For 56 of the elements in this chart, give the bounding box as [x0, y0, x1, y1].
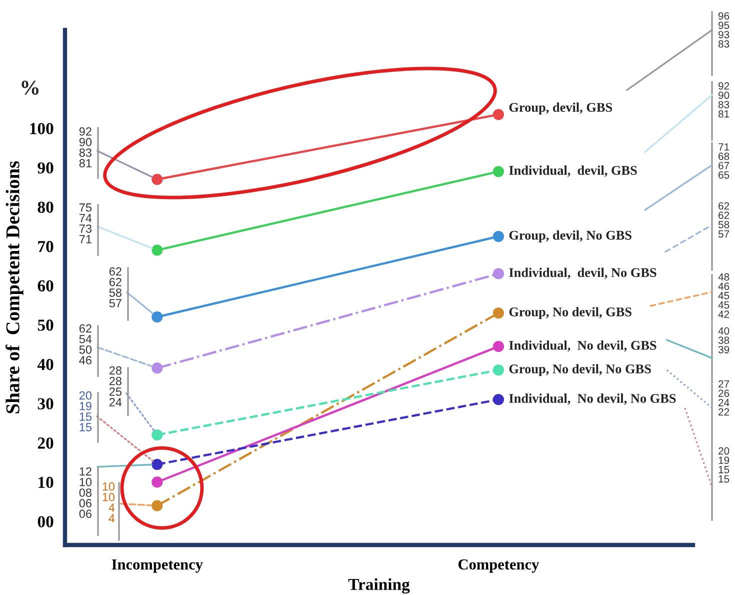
- point: [492, 230, 504, 242]
- series-label: Group, No devil, No GBS: [509, 364, 651, 376]
- point: [152, 458, 163, 470]
- annotation: 62 62 58 57: [109, 267, 122, 308]
- series-label: Individual, devil, GBS: [509, 166, 637, 177]
- y-tick-label: 90: [38, 162, 54, 174]
- text: 92 90 83 81: [718, 82, 730, 118]
- point: [152, 500, 163, 512]
- point: [492, 268, 504, 280]
- series-label: Individual, No devil, GBS: [509, 340, 656, 352]
- text: 20 19 15 15: [718, 447, 730, 483]
- point: [492, 166, 504, 178]
- point: [152, 362, 163, 374]
- y-tick-label: 20: [38, 437, 54, 449]
- point: [492, 394, 504, 406]
- point: [152, 476, 163, 488]
- y-tick-label: 60: [38, 280, 54, 292]
- annotation: 92 90 83 81: [79, 127, 92, 168]
- x-tick-label: Incompetency: [112, 559, 203, 573]
- point: [492, 340, 504, 352]
- y-tick-label: 80: [38, 202, 54, 213]
- y-tick-label: 00: [38, 516, 54, 528]
- series-label: Group, devil, No GBS: [509, 230, 632, 242]
- text: 62 62 58 57: [718, 202, 730, 238]
- y-tick-label: 30: [38, 398, 54, 410]
- annotation: 75 74 73 71: [79, 203, 92, 244]
- y-tick-label: 40: [37, 358, 54, 370]
- y-tick-label: 70: [38, 240, 54, 252]
- y-axis-title: Share of Competent Decisions: [6, 161, 24, 414]
- text: 40 38 39: [718, 327, 730, 354]
- annotation: 10 10 4 4: [102, 482, 115, 522]
- annotation: 12 10 08 06 06: [79, 467, 92, 518]
- point: [152, 174, 163, 185]
- series-label: Individual, No devil, No GBS: [509, 394, 676, 405]
- point: [492, 364, 504, 376]
- annotation: 28 28 25 24: [109, 366, 122, 406]
- point: [152, 429, 163, 440]
- point: [152, 244, 163, 256]
- text: 71 68 67 65: [718, 143, 730, 179]
- y-tick-label: 10: [38, 476, 54, 488]
- series-label: Individual, devil, No GBS: [509, 268, 656, 279]
- text: 27 26 24 22: [718, 380, 730, 416]
- annotation: 62 54 50 46: [79, 324, 92, 364]
- series-label: Group, No devil, GBS: [509, 307, 632, 320]
- text: %: [22, 80, 38, 95]
- series-label: Group, devil, GBS: [509, 102, 612, 115]
- point: [492, 307, 504, 319]
- annotation: 20 19 15 15: [79, 391, 92, 432]
- x-tick-label: Competency: [458, 559, 540, 573]
- y-tick-label: 100: [30, 122, 54, 134]
- point: [152, 311, 163, 323]
- y-tick-label: 50: [38, 320, 54, 331]
- text: 96 95 93 83: [718, 12, 730, 48]
- x-axis-title: Training: [348, 578, 410, 594]
- point: [492, 108, 504, 120]
- text: 48 46 45 45 42: [718, 273, 730, 318]
